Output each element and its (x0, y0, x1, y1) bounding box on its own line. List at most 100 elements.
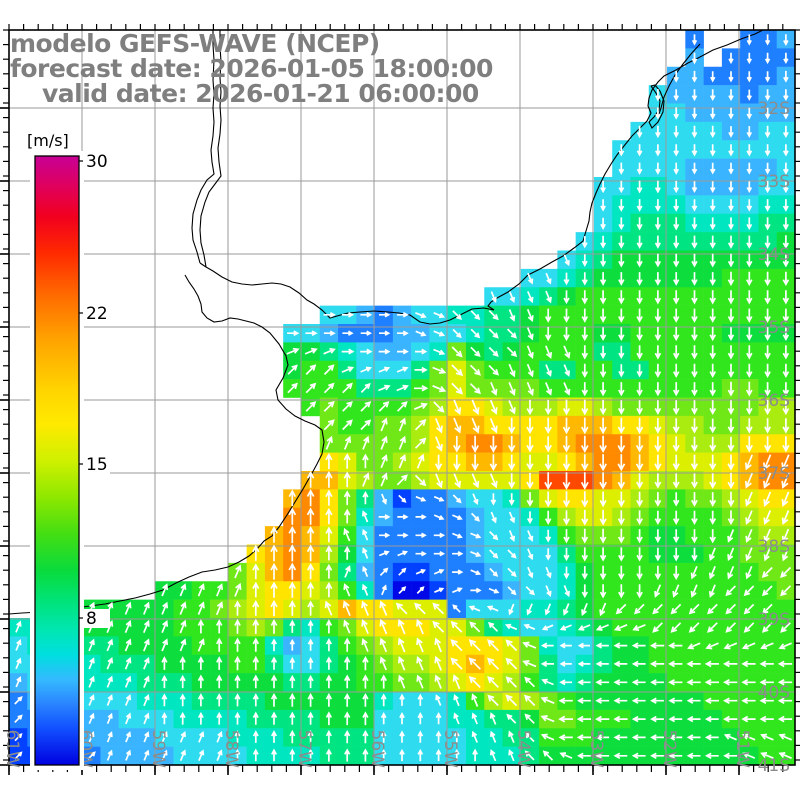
wave-direction-arrow (286, 347, 300, 355)
wave-direction-arrow (686, 660, 701, 668)
wave-direction-arrow (782, 125, 789, 139)
wave-direction-arrow (307, 656, 314, 670)
wave-direction-arrow (414, 474, 427, 487)
wave-direction-arrow (743, 585, 755, 597)
wave-direction-arrow (14, 733, 23, 742)
wave-direction-arrow (307, 638, 314, 651)
wave-direction-arrow (595, 679, 610, 686)
wave-direction-arrow (433, 514, 445, 521)
wave-direction-arrow (323, 382, 335, 394)
wave-direction-arrow (468, 657, 482, 670)
wave-direction-arrow (489, 435, 498, 453)
wave-direction-arrow (88, 675, 95, 688)
wave-direction-arrow (323, 311, 336, 318)
wave-direction-arrow (654, 382, 662, 397)
latitude-label: 39S (758, 610, 790, 630)
wave-direction-arrow (764, 89, 771, 102)
wave-direction-arrow (304, 347, 318, 355)
wave-direction-arrow (540, 733, 555, 741)
wave-direction-arrow (741, 697, 756, 704)
wave-direction-arrow (471, 399, 480, 416)
wave-direction-arrow (783, 52, 789, 65)
wave-direction-arrow (378, 550, 390, 557)
wave-direction-arrow (344, 729, 351, 744)
wave-direction-arrow (618, 253, 625, 268)
wave-direction-arrow (360, 330, 372, 336)
wave-direction-arrow (415, 312, 427, 319)
wave-direction-arrow (343, 490, 351, 506)
wave-direction-arrow (452, 494, 462, 504)
wave-direction-arrow (527, 530, 534, 542)
wave-direction-arrow (306, 544, 315, 562)
wave-direction-arrow (343, 711, 351, 726)
wave-direction-arrow (288, 581, 296, 598)
wave-direction-arrow (686, 715, 701, 723)
wave-direction-arrow (709, 436, 717, 452)
wave-direction-arrow (686, 679, 701, 686)
wave-direction-arrow (323, 347, 336, 355)
wave-direction-arrow (434, 454, 443, 471)
wave-direction-arrow (746, 34, 752, 46)
wave-direction-arrow (287, 330, 300, 337)
wave-direction-arrow (668, 697, 683, 704)
wave-direction-arrow (577, 624, 591, 631)
wave-direction-arrow (88, 657, 95, 670)
wave-direction-arrow (379, 637, 388, 653)
wave-direction-arrow (746, 107, 753, 120)
wave-direction-arrow (668, 642, 683, 649)
wave-direction-arrow (526, 308, 534, 323)
wave-direction-arrow (595, 734, 610, 741)
wave-direction-arrow (416, 656, 424, 671)
coastline-atlantic (199, 29, 764, 325)
wave-direction-arrow (451, 364, 464, 377)
wave-direction-arrow (636, 290, 643, 305)
wave-direction-arrow (399, 748, 405, 762)
wave-direction-arrow (452, 514, 463, 521)
wave-direction-arrow (562, 399, 571, 416)
wave-direction-arrow (489, 749, 497, 762)
wave-direction-arrow (746, 327, 753, 341)
wave-direction-arrow (727, 454, 735, 471)
wave-direction-arrow (690, 565, 698, 580)
wave-direction-arrow (397, 656, 406, 671)
wave-direction-arrow (581, 528, 589, 544)
wave-direction-arrow (672, 363, 680, 378)
wave-direction-arrow (691, 162, 698, 175)
wave-direction-arrow (216, 656, 223, 670)
wave-direction-arrow (508, 309, 516, 322)
wave-direction-arrow (271, 748, 278, 762)
longitude-label: 58W (221, 730, 241, 769)
wave-direction-arrow (343, 637, 351, 652)
wave-direction-arrow (562, 472, 571, 490)
colorbar-legend: [m/s] 30 22 15 8 (27, 131, 110, 770)
wave-direction-arrow (654, 400, 662, 415)
wave-direction-arrow (672, 454, 680, 471)
wave-direction-arrow (161, 674, 168, 689)
wave-direction-arrow (654, 510, 662, 525)
wave-direction-arrow (124, 656, 132, 670)
colorbar-label-backing (82, 152, 110, 171)
wave-direction-arrow (179, 583, 187, 597)
wave-direction-arrow (581, 236, 588, 249)
wave-direction-arrow (362, 528, 369, 541)
wave-direction-arrow (599, 308, 607, 323)
wave-direction-arrow (778, 752, 792, 759)
wave-direction-arrow (161, 749, 168, 761)
wave-direction-arrow (581, 290, 589, 305)
wave-direction-arrow (746, 71, 752, 83)
wave-direction-arrow (783, 34, 789, 46)
wave-direction-arrow (270, 581, 278, 598)
wave-direction-arrow (544, 399, 552, 416)
wave-direction-arrow (433, 312, 446, 319)
wave-direction-arrow (341, 366, 355, 373)
wave-direction-arrow (252, 563, 260, 580)
wave-direction-arrow (452, 310, 462, 320)
wave-direction-arrow (270, 692, 278, 707)
wave-direction-arrow (433, 495, 445, 502)
wave-direction-arrow (234, 748, 241, 762)
wave-direction-arrow (435, 712, 442, 725)
wave-direction-arrow (760, 752, 774, 759)
wave-direction-arrow (526, 345, 534, 359)
wave-direction-arrow (234, 674, 241, 689)
wave-direction-arrow (613, 752, 628, 759)
